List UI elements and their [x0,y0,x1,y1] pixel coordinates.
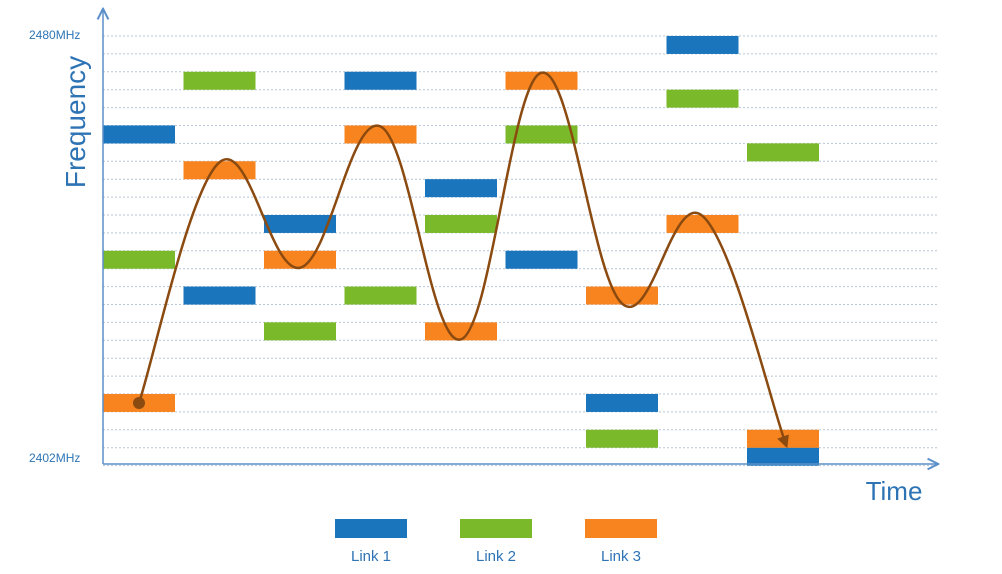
link-1-hop-bar [183,286,256,305]
link-3-hop-bar [505,71,578,90]
y-bottom-tick-label: 2402MHz [29,451,80,465]
link-1-hop-bar [666,35,739,54]
link-3-hop-bar [344,125,417,144]
hop-path-start-dot [133,396,145,409]
link-2-hop-bar [344,286,417,305]
link3-hop-path [137,71,789,449]
hop-bars [103,35,819,466]
link-2-hop-bar [505,125,578,144]
x-axis-label: Time [866,476,923,506]
link-1-hop-bar [505,250,578,269]
link-3-hop-bar [264,250,336,269]
legend-label-link-2: Link 2 [476,548,516,565]
link-1-hop-bar [747,447,819,466]
link-1-hop-bar [103,125,175,144]
link-2-hop-bar [425,214,497,233]
link-1-hop-bar [344,71,417,90]
link-1-hop-bar [264,214,336,233]
y-axis-label: Frequency [60,56,91,188]
link-1-hop-bar [586,393,658,412]
link-1-hop-bar [425,179,497,198]
y-top-tick-label: 2480MHz [29,28,80,42]
legend-swatch-link-3 [585,519,657,538]
legend-swatch-link-1 [335,519,407,538]
legend: Link 1 Link 2 Link 3 [335,519,657,565]
legend-swatch-link-2 [460,519,532,538]
legend-label-link-3: Link 3 [601,548,641,565]
link-2-hop-bar [183,71,256,90]
link-2-hop-bar [666,89,739,108]
legend-label-link-1: Link 1 [351,548,391,565]
link-2-hop-bar [264,322,336,341]
link-2-hop-bar [586,429,658,448]
link-2-hop-bar [103,250,175,269]
link-2-hop-bar [747,143,819,162]
link-3-hop-bar [425,322,497,341]
